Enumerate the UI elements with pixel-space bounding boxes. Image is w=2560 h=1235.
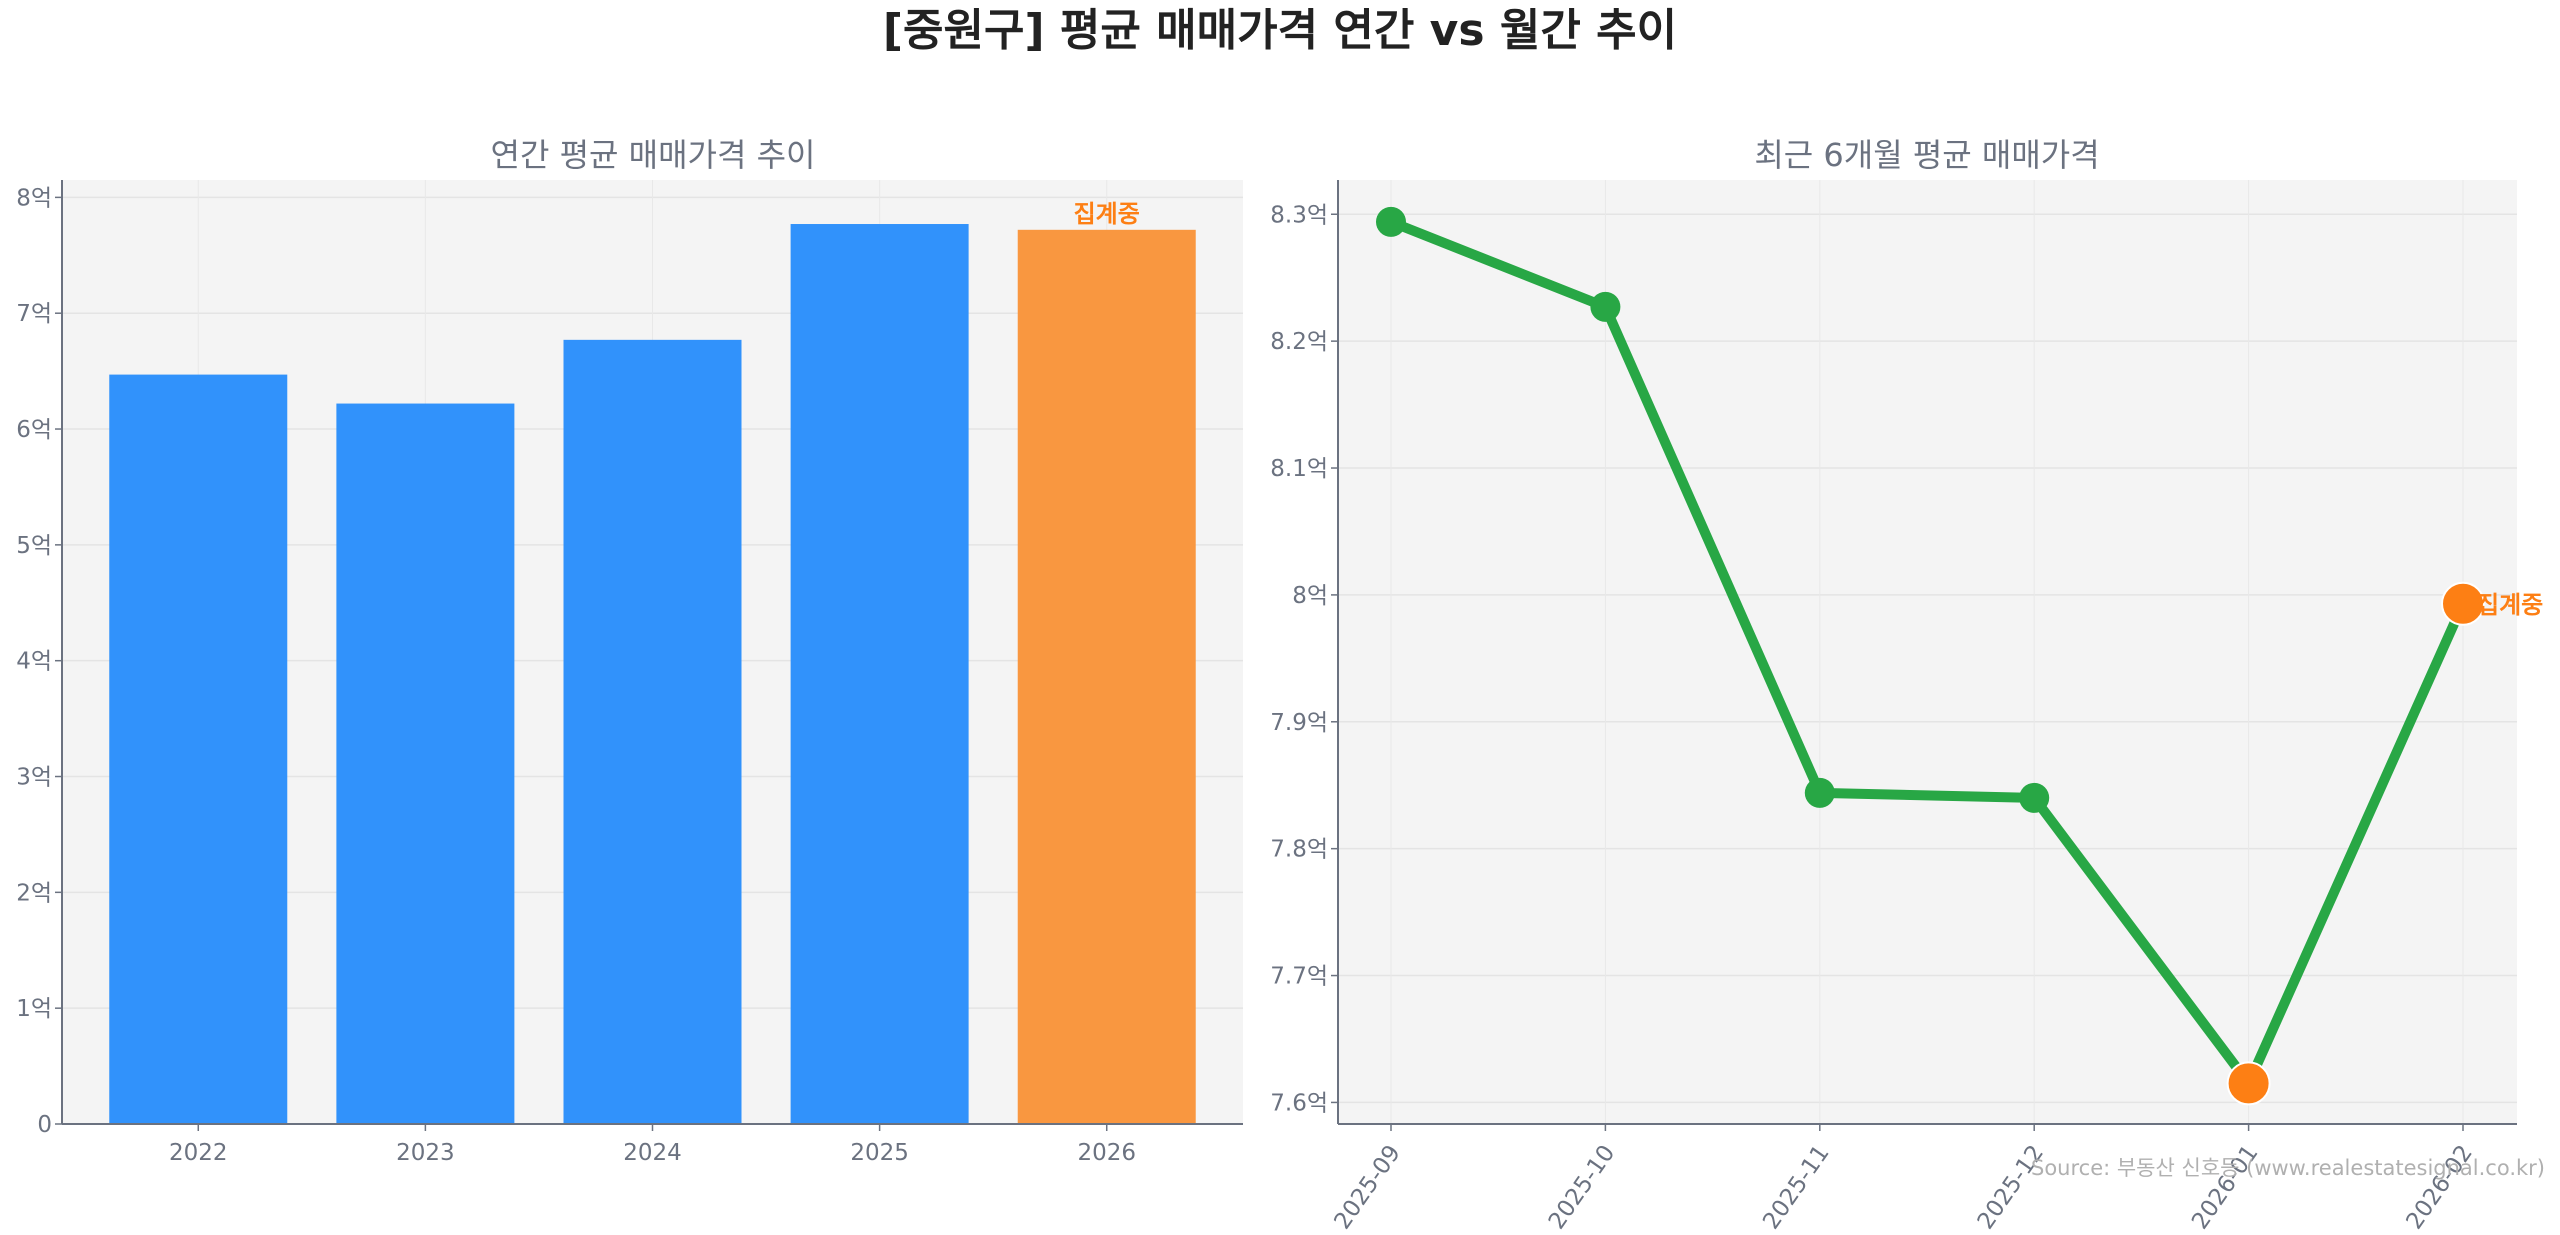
data-point-2026-02 <box>2441 581 2485 626</box>
y-tick-label: 7.6억 <box>1270 1090 1328 1116</box>
x-tick-label: 2022 <box>169 1140 228 1166</box>
y-tick-label: 6억 <box>16 417 52 443</box>
bar-2024 <box>563 339 742 1124</box>
y-tick-label: 7.8억 <box>1270 837 1328 863</box>
data-point-2025-11 <box>1804 777 1835 808</box>
x-tick-label: 2025-10 <box>1544 1141 1620 1235</box>
data-point-2026-01 <box>2226 1061 2271 1106</box>
figure-title: [중원구] 평균 매매가격 연간 vs 월간 추이 <box>883 5 1677 56</box>
y-tick-label: 4억 <box>16 649 52 675</box>
y-tick-label: 3억 <box>16 765 52 791</box>
bar-2026 <box>1017 229 1196 1124</box>
y-tick-label: 8.3억 <box>1270 202 1328 228</box>
x-tick-label: 2026 <box>1077 1140 1136 1166</box>
annual-bar-chart: 연간 평균 매매가격 추이 0 1억 2억 3억 4억 5억 6억 7억 8억 2022 2023 2… <box>16 136 1243 1166</box>
x-tick-label: 2023 <box>396 1140 455 1166</box>
y-tick-label: 2억 <box>16 880 52 906</box>
y-tick-label: 7.7억 <box>1270 964 1328 990</box>
data-point-2025-10 <box>1590 291 1621 322</box>
series-line <box>1389 217 2468 1089</box>
annual-chart-title: 연간 평균 매매가격 추이 <box>491 136 816 174</box>
x-tick-label: 2026-01 <box>2187 1141 2263 1235</box>
x-tick-label: 2024 <box>623 1140 682 1166</box>
data-point-2025-12 <box>2019 782 2050 813</box>
bar-2022 <box>109 374 288 1124</box>
y-tick-label: 1억 <box>16 996 52 1022</box>
monthly-chart-title: 최근 6개월 평균 매매가격 <box>1754 136 2099 174</box>
monthly-line-chart: 최근 6개월 평균 매매가격 7.6억 7.7억 7.8억 7.9억 8억 8.1억 8.2… <box>1270 136 2543 1234</box>
x-tick-label: 2026-02 <box>2401 1141 2477 1235</box>
y-tick-label: 7.9억 <box>1270 710 1328 736</box>
y-tick-label: 7억 <box>16 301 52 327</box>
x-tick-label: 2025 <box>850 1140 909 1166</box>
y-tick-label: 8.1억 <box>1270 456 1328 482</box>
y-tick-label: 8억 <box>1292 583 1328 609</box>
x-tick-label: 2025-12 <box>1973 1141 2049 1235</box>
partial-annotation: 집계중 <box>2477 591 2543 619</box>
y-tick-label: 8억 <box>16 185 52 211</box>
partial-annotation: 집계중 <box>1074 200 1140 228</box>
bar-2025 <box>790 224 969 1125</box>
x-tick-label: 2025-09 <box>1329 1141 1405 1235</box>
y-tick-label: 5억 <box>16 533 52 559</box>
data-point-2025-09 <box>1376 206 1406 237</box>
bar-2023 <box>336 403 515 1124</box>
y-tick-label: 0 <box>37 1112 52 1138</box>
plot-area <box>1338 180 2517 1124</box>
x-tick-label: 2025-11 <box>1758 1141 1834 1235</box>
y-tick-label: 8.2억 <box>1270 329 1328 355</box>
source-note: Source: 부동산 신호등 (www.realestatesignal.co… <box>2031 1156 2545 1180</box>
